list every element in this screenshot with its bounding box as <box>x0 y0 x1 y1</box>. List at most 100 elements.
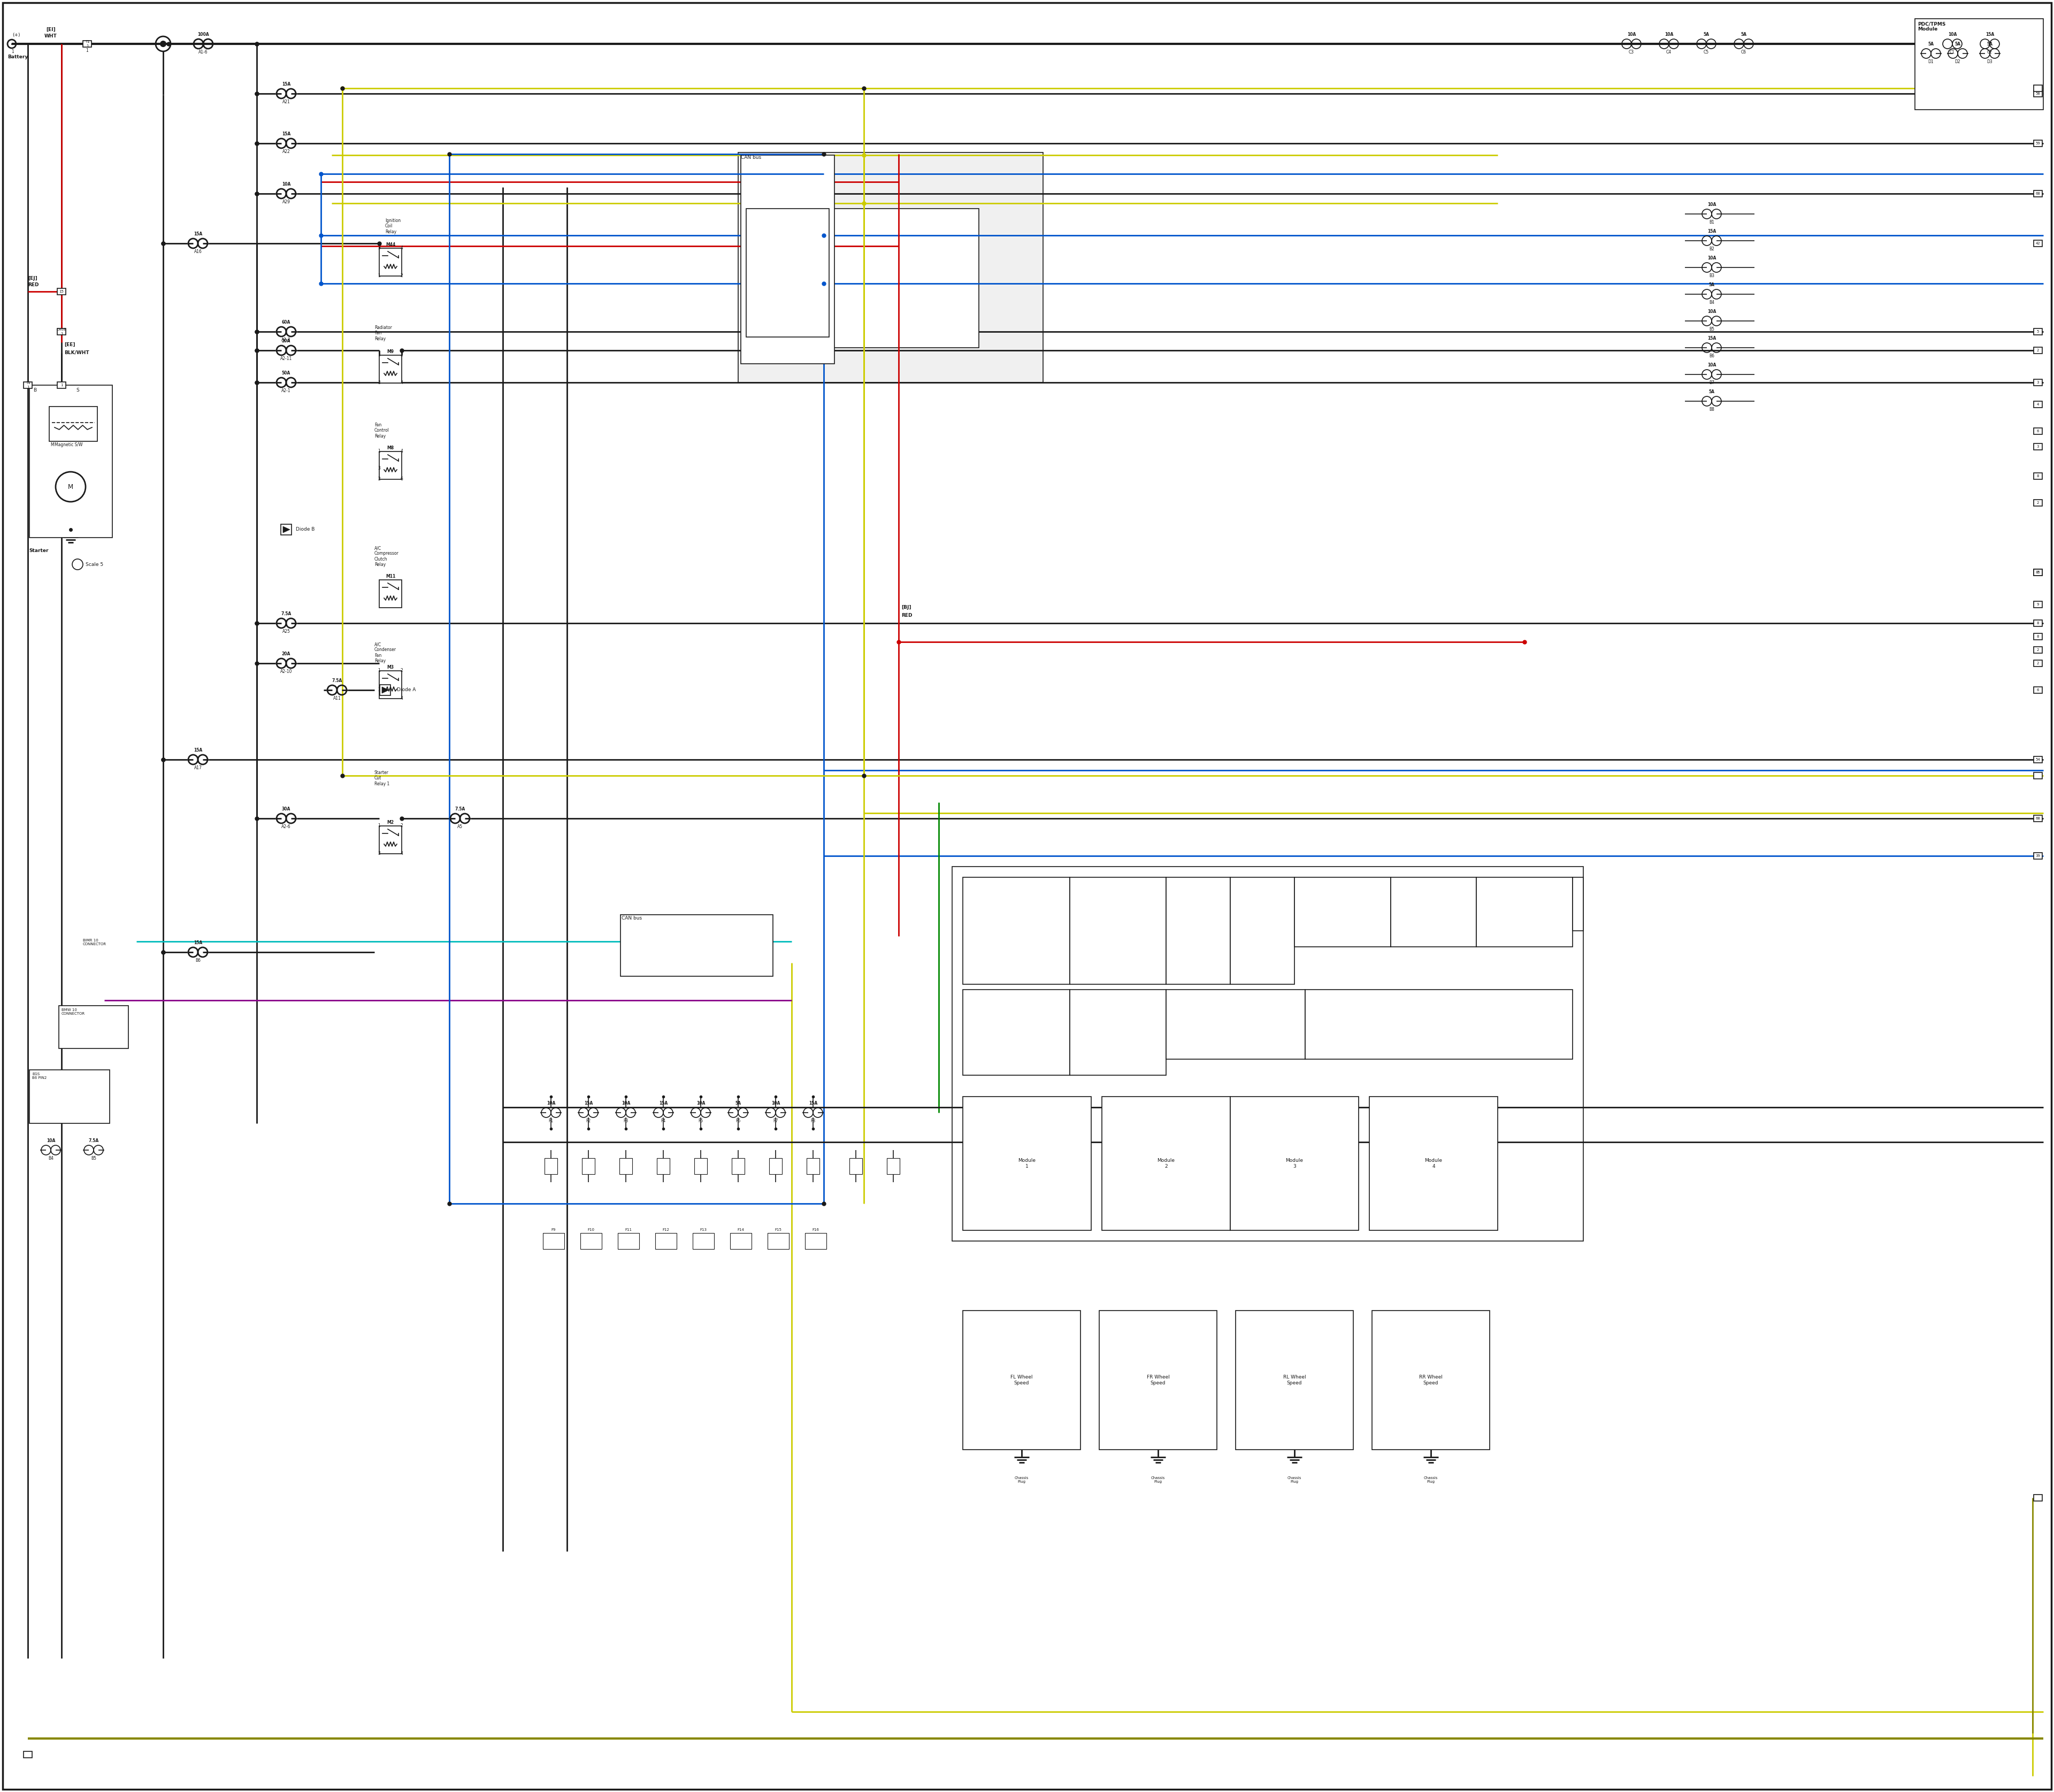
Bar <box>620 1158 633 1174</box>
Text: C408
1: C408 1 <box>58 328 66 335</box>
Bar <box>2033 348 2042 353</box>
Text: 60A: 60A <box>281 321 290 324</box>
Bar <box>581 1233 602 1249</box>
Text: 100A: 100A <box>197 32 210 38</box>
Bar <box>791 208 980 348</box>
Text: A2-11: A2-11 <box>279 357 292 360</box>
Bar <box>23 382 33 389</box>
Text: Starter: Starter <box>29 548 49 554</box>
Bar <box>2033 1495 2042 1502</box>
Text: M: M <box>49 443 53 448</box>
Bar <box>380 685 390 695</box>
Bar <box>2033 90 2042 97</box>
Text: 3: 3 <box>378 466 380 471</box>
Text: 42: 42 <box>2036 242 2040 246</box>
Text: A16: A16 <box>193 249 201 254</box>
Bar <box>953 867 1584 1242</box>
Text: M3: M3 <box>386 665 394 670</box>
Bar <box>2033 602 2042 607</box>
Text: 1: 1 <box>378 274 380 278</box>
Text: 15A: 15A <box>583 1100 594 1106</box>
Text: 3: 3 <box>378 380 380 385</box>
Text: 2: 2 <box>401 274 403 278</box>
Text: 10A: 10A <box>1707 202 1715 208</box>
Bar <box>2033 240 2042 247</box>
Bar <box>1167 989 1304 1059</box>
Bar <box>380 670 403 699</box>
Text: B3: B3 <box>1709 274 1715 278</box>
Text: 15A: 15A <box>281 82 290 86</box>
Bar <box>620 914 772 977</box>
Text: 68: 68 <box>2036 817 2040 821</box>
Text: 54: 54 <box>2036 758 2040 762</box>
Text: 5: 5 <box>2038 330 2040 333</box>
Text: S: S <box>76 387 78 392</box>
Bar <box>1914 18 2044 109</box>
Bar <box>380 249 403 276</box>
Text: F2: F2 <box>585 1118 592 1124</box>
Bar <box>694 1158 707 1174</box>
Text: Diode A: Diode A <box>396 688 415 692</box>
Text: A25: A25 <box>281 629 290 634</box>
Bar <box>850 1158 863 1174</box>
Text: 15A: 15A <box>193 747 201 753</box>
Bar <box>963 989 1070 1075</box>
Bar <box>1230 1097 1358 1231</box>
Text: M11: M11 <box>386 573 394 579</box>
Text: Chassis
Plug: Chassis Plug <box>1423 1477 1438 1484</box>
Text: 7.5A: 7.5A <box>454 806 464 812</box>
Text: 10A: 10A <box>1707 310 1715 314</box>
Bar <box>380 826 403 853</box>
Bar <box>58 328 66 335</box>
Text: B8: B8 <box>1709 407 1715 412</box>
Text: 7.5A: 7.5A <box>281 611 292 616</box>
Text: 5A: 5A <box>1955 41 1962 47</box>
Text: F13: F13 <box>700 1228 707 1231</box>
Bar <box>963 1097 1091 1231</box>
Text: 3: 3 <box>2038 444 2040 448</box>
Polygon shape <box>283 527 290 532</box>
Bar <box>82 41 92 47</box>
Text: 7.5A: 7.5A <box>88 1138 99 1143</box>
Text: 10A: 10A <box>1947 32 1957 38</box>
Text: Chassis
Plug: Chassis Plug <box>1015 1477 1029 1484</box>
Text: B7: B7 <box>1709 380 1715 385</box>
Text: 4: 4 <box>2038 403 2040 407</box>
Bar <box>805 1233 826 1249</box>
Text: 30A: 30A <box>281 806 290 812</box>
Text: PDC/TPMS
Module: PDC/TPMS Module <box>1918 22 1945 32</box>
Bar <box>2033 633 2042 640</box>
Bar <box>2033 772 2042 780</box>
Text: 10A: 10A <box>47 1138 55 1143</box>
Text: F12: F12 <box>663 1228 670 1231</box>
Bar <box>1294 878 1391 946</box>
Text: 4: 4 <box>401 450 403 453</box>
Bar <box>2033 647 2042 652</box>
Bar <box>2033 853 2042 858</box>
Text: Module
3: Module 3 <box>1286 1158 1304 1168</box>
Text: Module
4: Module 4 <box>1425 1158 1442 1168</box>
Bar <box>2033 328 2042 335</box>
Text: B4: B4 <box>47 1156 53 1161</box>
Text: A17: A17 <box>193 765 201 771</box>
Text: 15A: 15A <box>193 941 201 944</box>
Text: (+): (+) <box>12 32 21 38</box>
Bar <box>2033 756 2042 763</box>
Bar <box>29 385 113 538</box>
Text: 2: 2 <box>378 477 380 482</box>
Text: B1: B1 <box>1709 220 1715 224</box>
Bar <box>618 1233 639 1249</box>
Bar <box>1230 878 1294 984</box>
Text: CAN bus: CAN bus <box>741 156 762 159</box>
Text: 2: 2 <box>2038 349 2040 351</box>
Text: M9: M9 <box>386 349 394 355</box>
Bar <box>58 289 66 294</box>
Bar <box>2033 570 2042 575</box>
Text: RED: RED <box>29 283 39 287</box>
Text: B6: B6 <box>1709 353 1715 358</box>
Text: F1: F1 <box>548 1118 553 1124</box>
Bar <box>768 1233 789 1249</box>
Text: BIMR 10
CONNECTOR: BIMR 10 CONNECTOR <box>82 939 107 946</box>
Text: RED: RED <box>902 613 912 618</box>
Text: 50A: 50A <box>281 371 290 376</box>
